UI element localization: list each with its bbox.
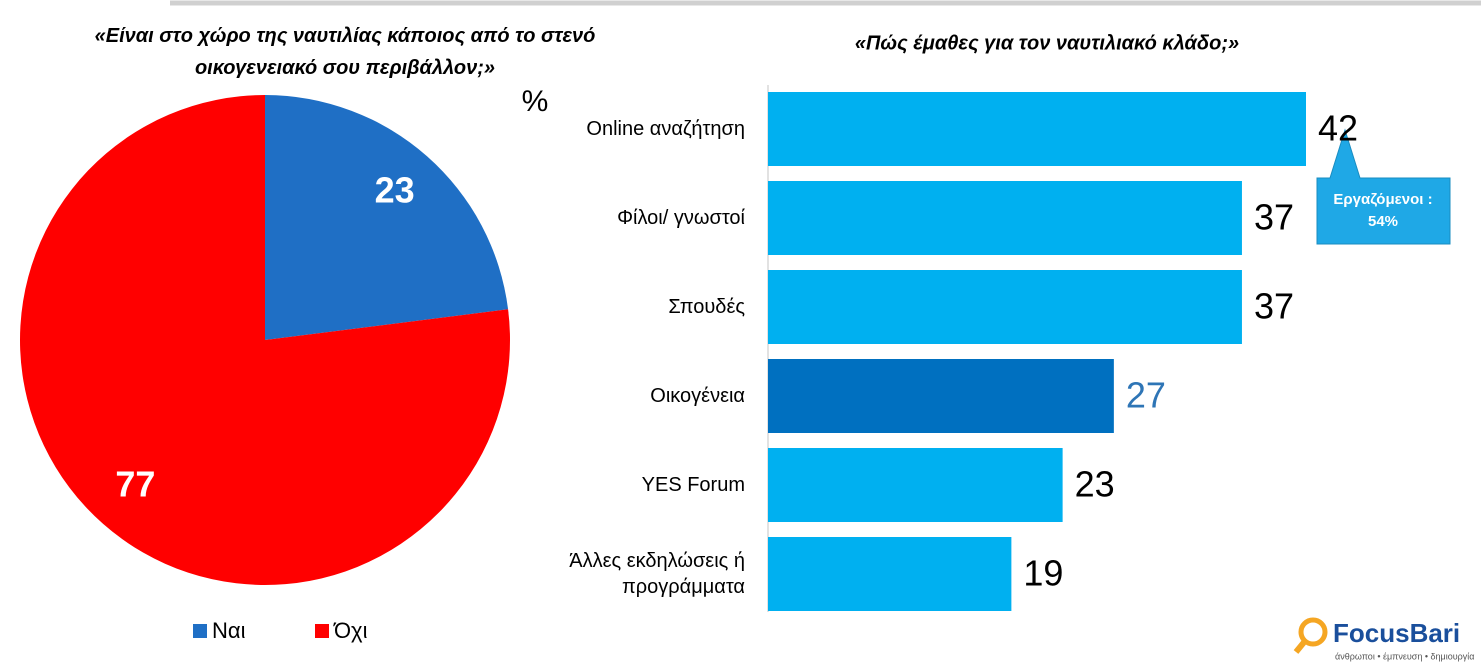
logo-icon xyxy=(1298,617,1328,647)
callout-text: 54% xyxy=(1368,213,1398,230)
category-label: Online αναζήτηση xyxy=(586,118,745,140)
category-label: Οικογένεια xyxy=(650,385,745,407)
value-label: 23 xyxy=(1075,464,1115,505)
pie-slice xyxy=(265,95,509,340)
category-label: YES Forum xyxy=(641,474,745,496)
pie-title: «Είναι στο χώρο της ναυτιλίας κάποιος απ… xyxy=(94,25,596,79)
category-label: Σπουδές xyxy=(668,296,745,318)
bar-title: «Πώς έμαθες για τον ναυτιλιακό κλάδο;» xyxy=(855,32,1239,54)
value-label: 27 xyxy=(1126,375,1166,416)
logo-tagline: άνθρωποι • έμπνευση • δημιουργία xyxy=(1335,651,1474,661)
bar xyxy=(768,537,1012,611)
slice-label: 23 xyxy=(375,169,415,210)
bar xyxy=(768,181,1242,255)
bar xyxy=(768,448,1063,522)
legend-label: Όχι xyxy=(333,618,368,643)
unit-label: % xyxy=(522,85,549,118)
legend-label: Ναι xyxy=(212,618,246,643)
bar xyxy=(768,270,1242,344)
category-label: Άλλες εκδηλώσεις ή προγράμματα xyxy=(569,550,745,598)
category-label: Φίλοι/ γνωστοί xyxy=(617,207,745,229)
logo-icon xyxy=(1293,639,1308,654)
logo-name: FocusBari xyxy=(1333,618,1460,648)
bar xyxy=(768,359,1114,433)
slice-label: 77 xyxy=(115,464,155,505)
value-label: 19 xyxy=(1023,553,1063,594)
legend-swatch xyxy=(315,624,329,638)
callout-box xyxy=(1316,128,1451,245)
value-label: 42 xyxy=(1318,108,1358,149)
legend-swatch xyxy=(193,624,207,638)
callout-text: Εργαζόμενοι : xyxy=(1333,191,1432,208)
value-label: 37 xyxy=(1254,197,1294,238)
value-label: 37 xyxy=(1254,286,1294,327)
bar xyxy=(768,92,1306,166)
pie-slice xyxy=(19,95,511,585)
